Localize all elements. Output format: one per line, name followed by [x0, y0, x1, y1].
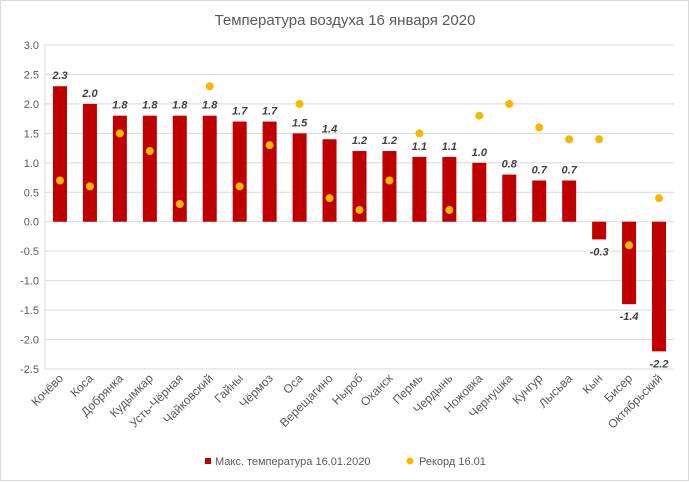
category-label: Лысьва	[536, 371, 576, 411]
bar-value-label: 0.8	[502, 159, 518, 171]
bar-value-label: 1.5	[292, 117, 308, 129]
bar	[172, 115, 187, 222]
bar-value-label: 1.4	[322, 123, 337, 135]
y-tick-label: 0.0	[24, 217, 39, 229]
bar-value-label: 1.7	[232, 106, 248, 118]
bar	[322, 139, 337, 222]
bar	[262, 121, 277, 222]
bar	[442, 156, 457, 222]
bar-value-label: 2.0	[81, 88, 98, 100]
bar	[292, 133, 307, 222]
x-axis-categories: Кочёво КосаДобрянкаКудымкарУсть-ЧёрнаяЧай…	[28, 371, 665, 432]
bar-value-label: 0.7	[562, 164, 578, 176]
record-point	[535, 123, 544, 132]
record-point	[85, 182, 94, 191]
bar	[202, 115, 217, 222]
y-tick-label: -0.5	[20, 246, 39, 258]
y-tick-label: 1.0	[24, 158, 39, 170]
bar-value-label: 1.8	[172, 100, 188, 112]
record-point	[145, 147, 154, 156]
category-label: Кочёво	[28, 371, 66, 409]
y-tick-label: -2.5	[20, 364, 39, 376]
bar-value-label: 1.1	[442, 141, 457, 153]
legend-swatch-max-temp	[205, 458, 211, 464]
bar	[502, 174, 517, 222]
bar	[652, 221, 667, 352]
bar-value-label: 1.2	[352, 135, 367, 147]
bar-series	[52, 86, 667, 352]
bar	[382, 151, 397, 222]
record-point	[235, 182, 244, 191]
bar	[82, 103, 97, 222]
bar-value-label: 1.8	[112, 100, 128, 112]
y-tick-label: -1.5	[20, 305, 39, 317]
bar	[622, 221, 637, 305]
bar-value-label: -2.2	[650, 358, 669, 370]
bar-value-label: 1.2	[382, 135, 397, 147]
bar	[52, 86, 67, 222]
record-point	[55, 176, 64, 185]
y-tick-label: -1.0	[20, 276, 39, 288]
record-point	[205, 82, 214, 91]
y-tick-label: -2.0	[20, 335, 39, 347]
bar-value-label: 0.7	[532, 164, 548, 176]
category-label: Оса	[280, 371, 306, 397]
category-label: Кын	[580, 371, 606, 397]
bar	[352, 151, 367, 222]
legend-label-record: Рекорд 16.01	[419, 456, 486, 468]
record-point	[115, 129, 124, 138]
bar	[472, 162, 487, 222]
y-tick-label: 2.0	[24, 99, 39, 111]
bar-value-label: -1.4	[620, 311, 639, 323]
record-point	[625, 241, 634, 250]
record-point	[505, 99, 514, 108]
bar	[232, 121, 247, 222]
record-point	[655, 194, 664, 203]
bar-value-label: 1.8	[202, 100, 218, 112]
legend-swatch-record	[406, 457, 414, 465]
bar-value-label: 1.1	[412, 141, 427, 153]
y-tick-label: 1.5	[24, 128, 39, 140]
record-series	[55, 82, 664, 250]
bar-value-label: -0.3	[590, 246, 609, 258]
y-tick-label: 2.5	[24, 69, 39, 81]
y-tick-label: 3.0	[24, 40, 39, 52]
bar	[142, 115, 157, 222]
bar-value-label: 1.0	[472, 147, 488, 159]
legend: Макс. температура 16.01.2020 Рекорд 16.0…	[205, 456, 486, 468]
record-point	[445, 205, 454, 214]
bar-value-label: 1.7	[262, 106, 278, 118]
bar	[592, 221, 607, 240]
y-tick-label: 0.5	[24, 187, 39, 199]
record-point	[415, 129, 424, 138]
record-point	[265, 141, 274, 150]
bar	[412, 156, 427, 222]
bar	[112, 115, 127, 222]
data-labels: 2.3 2.0 1.8 1.8 1.8 1.8 1.7 1.7 1.5 1.4 1.2 1.2 1.1 1…	[51, 70, 668, 370]
record-point	[385, 176, 394, 185]
record-point	[325, 194, 334, 203]
category-label: Оханск	[358, 371, 396, 409]
bar	[562, 180, 577, 222]
category-label: Чёрмоз	[236, 371, 276, 411]
record-point	[355, 205, 364, 214]
record-point	[295, 99, 304, 108]
record-point	[175, 200, 184, 209]
record-point	[595, 135, 604, 144]
y-axis-ticks: 3.0 2.5 2.0 1.5 1.0 0.5 0.0 -0.5 -1.0 -1.5 -2.0 -2.…	[20, 40, 39, 376]
legend-label-max-temp: Макс. температура 16.01.2020	[215, 456, 371, 468]
chart-title: Температура воздуха 16 января 2020	[215, 12, 476, 29]
record-point	[565, 135, 574, 144]
bar	[532, 180, 547, 222]
bar-value-label: 1.8	[142, 100, 158, 112]
record-point	[475, 111, 484, 120]
bar-value-label: 2.3	[51, 70, 67, 82]
